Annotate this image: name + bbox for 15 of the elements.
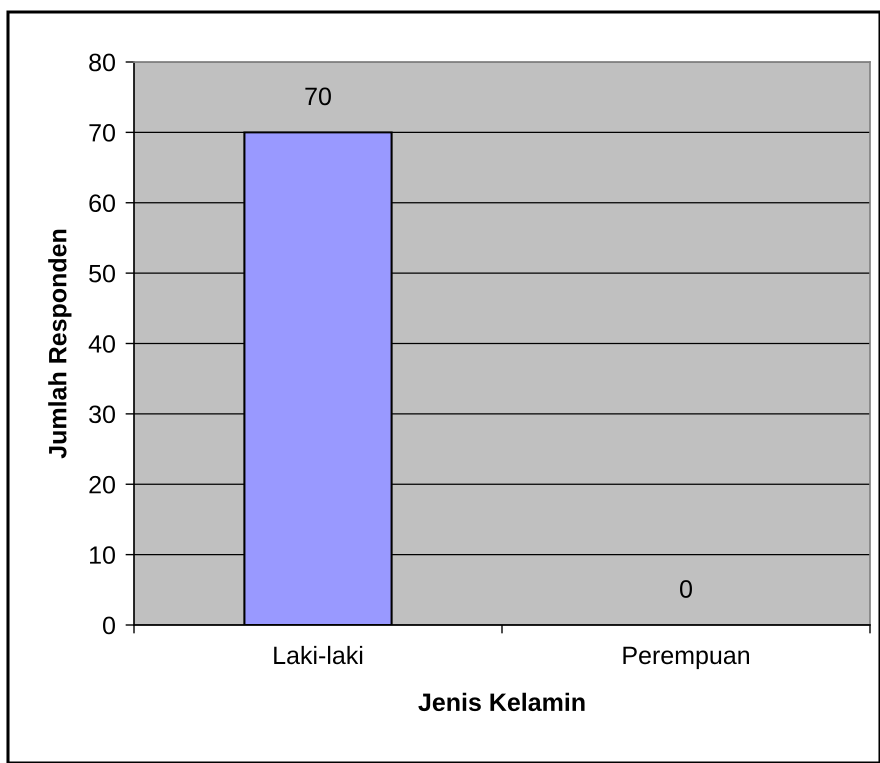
y-tick-label: 60 [89, 194, 115, 212]
y-tick-label: 80 [89, 54, 115, 72]
y-tick-label: 0 [103, 616, 115, 634]
y-tick-label: 50 [89, 264, 115, 282]
y-tick-label: 70 [89, 124, 115, 142]
data-label: 70 [305, 88, 331, 106]
y-axis-title: Jumlah Responden [48, 230, 72, 458]
y-tick-label: 10 [90, 546, 115, 564]
y-tick-label: 40 [88, 335, 115, 353]
x-axis-title: Jenis Kelamin [418, 692, 585, 712]
data-label: 0 [680, 580, 692, 598]
x-tick-label: Perempuan [623, 646, 750, 670]
x-tick-label: Laki-laki [274, 646, 362, 664]
y-tick-label: 30 [89, 405, 115, 424]
y-tick-label: 20 [89, 476, 115, 494]
